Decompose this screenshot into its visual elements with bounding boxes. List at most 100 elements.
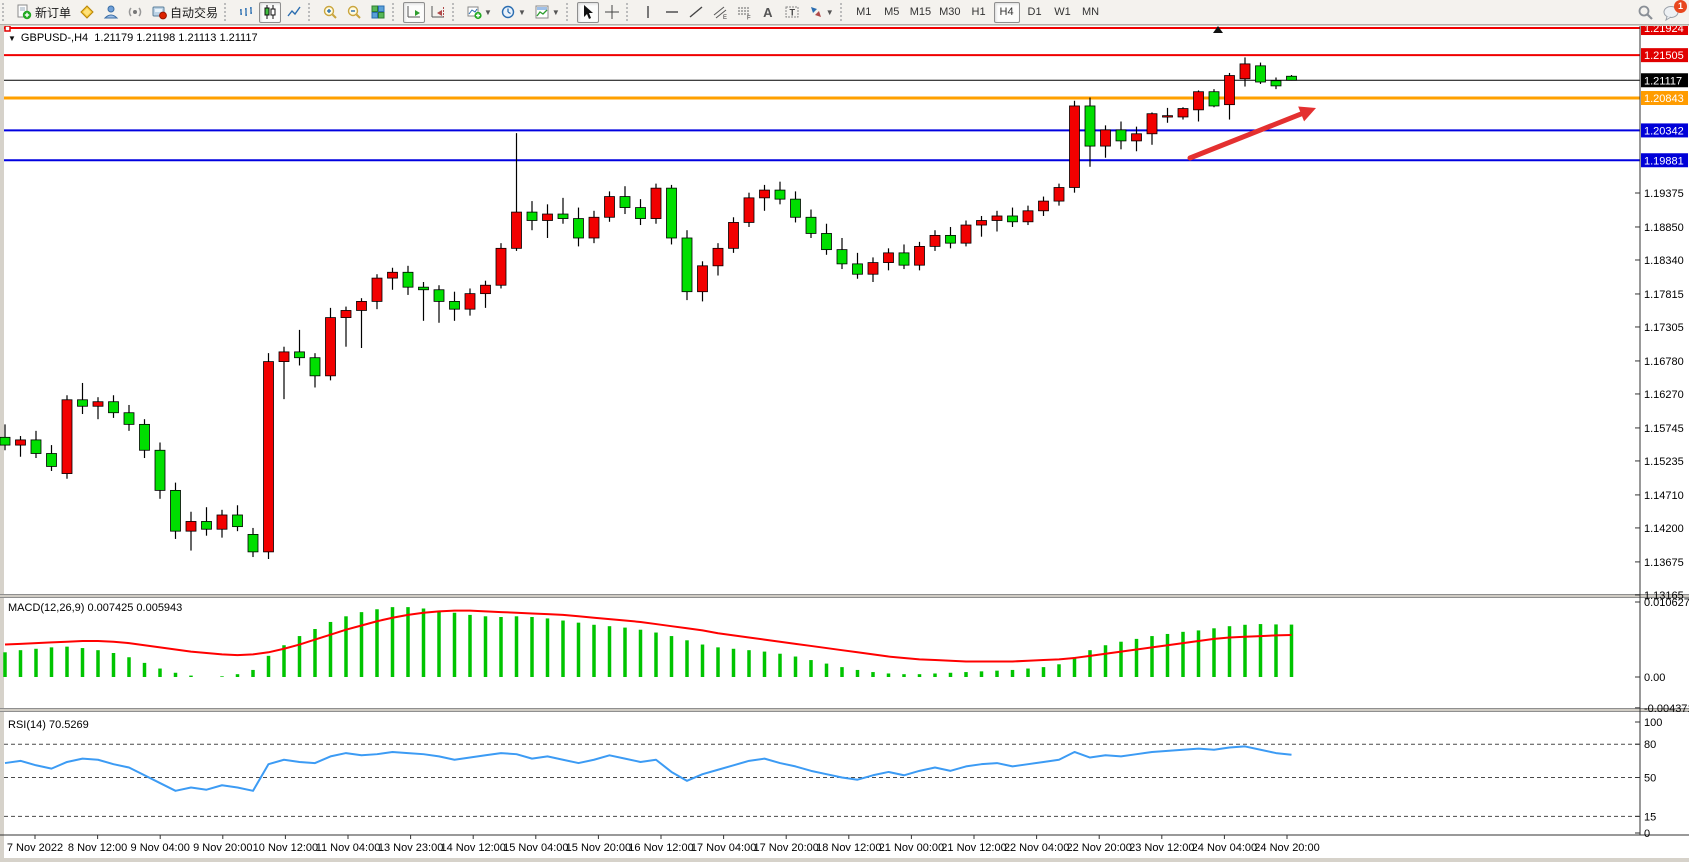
candle-body xyxy=(1131,133,1142,142)
chart-window[interactable]: 1.19375 1.18850 1.18340 1.17815 1.17305 1.167… xyxy=(0,26,1689,862)
time-axis-label: 24 Nov 20:00 xyxy=(1254,842,1319,854)
time-axis-label: 22 Nov 20:00 xyxy=(1066,842,1131,854)
candlestick-chart-button[interactable] xyxy=(259,1,282,23)
candle-body xyxy=(1177,108,1189,118)
candle-body xyxy=(46,453,57,467)
auto-trading-button[interactable]: 自动交易 xyxy=(148,2,221,23)
horizontal-line-tool-button[interactable] xyxy=(661,2,683,23)
person-icon xyxy=(103,4,119,20)
candle-body xyxy=(371,277,383,302)
line-chart-button[interactable] xyxy=(283,2,305,23)
candle-body xyxy=(340,310,352,318)
timeframe-h1-button[interactable]: H1 xyxy=(971,6,986,18)
text-label-tool-button[interactable]: T xyxy=(781,2,803,23)
candle-body xyxy=(976,220,987,226)
axes-layer: 1.19375 1.18850 1.18340 1.17815 1.17305 1.167… xyxy=(0,26,1689,854)
rsi-axis-tick: 0 xyxy=(1644,828,1650,840)
rsi-axis-tick: 15 xyxy=(1644,811,1656,823)
timeframe-mn-button[interactable]: MN xyxy=(1081,6,1100,18)
panel-separator[interactable] xyxy=(0,595,1689,598)
candle-body xyxy=(0,436,11,446)
timeframe-h4-button[interactable]: H4 xyxy=(993,1,1020,23)
chart-title-row: ▼ GBPUSD-,H4 1.21179 1.21198 1.21113 1.2… xyxy=(8,32,258,44)
svg-text:1.20342: 1.20342 xyxy=(1644,125,1684,137)
candle-body xyxy=(945,234,956,244)
candle-body xyxy=(232,514,243,528)
candle-body xyxy=(309,357,321,377)
time-axis-label: 18 Nov 12:00 xyxy=(816,842,881,854)
indicators-button[interactable]: ▼ xyxy=(463,2,495,23)
crosshair-tool-button[interactable] xyxy=(601,2,623,23)
periods-button[interactable]: ▼ xyxy=(497,2,529,23)
macd-signal-line xyxy=(4,609,1292,663)
price-axis-tick: 1.13675 xyxy=(1644,557,1684,569)
text-icon: A xyxy=(763,4,773,20)
notifications-button[interactable]: 1 xyxy=(1659,0,1687,23)
timeframe-m30-button[interactable]: M30 xyxy=(939,6,961,18)
time-axis-label: 21 Nov 00:00 xyxy=(879,842,944,854)
vertical-line-tool-button[interactable] xyxy=(637,2,659,23)
timeframe-m15-button[interactable]: M15 xyxy=(909,6,932,18)
horizontal-lines-layer[interactable] xyxy=(4,27,1640,162)
time-axis-label: 21 Nov 12:00 xyxy=(941,842,1006,854)
timeframe-d1-button[interactable]: D1 xyxy=(1027,6,1042,18)
timeframe-w1-button[interactable]: W1 xyxy=(1054,6,1071,18)
chart-shift-button[interactable] xyxy=(427,2,449,23)
signal-button[interactable] xyxy=(124,2,146,23)
chart-marker-icon xyxy=(1213,26,1223,33)
candle-body xyxy=(464,293,476,310)
auto-scroll-icon xyxy=(406,4,422,20)
templates-button[interactable]: ▼ xyxy=(531,2,563,23)
toolbar-grip xyxy=(308,3,314,21)
toolbar-grip xyxy=(452,3,458,21)
cursor-tool-button[interactable] xyxy=(576,1,599,23)
candle-body xyxy=(852,263,863,275)
search-button[interactable] xyxy=(1634,2,1657,23)
line-anchor-handle[interactable] xyxy=(4,26,11,32)
zoom-in-button[interactable] xyxy=(319,2,341,23)
arrows-tool-button[interactable]: ▼ xyxy=(805,2,837,23)
candle-body xyxy=(356,301,367,311)
toolbar-grip xyxy=(224,3,230,21)
template-icon xyxy=(534,4,550,20)
price-axis-tick: 1.18340 xyxy=(1644,255,1684,267)
bar-chart-button[interactable] xyxy=(235,2,257,23)
timeframe-m1-button[interactable]: M1 xyxy=(856,6,872,18)
candle-body xyxy=(216,514,228,530)
candle-body xyxy=(588,216,600,239)
bar-chart-icon xyxy=(238,4,254,20)
fibonacci-tool-button[interactable]: F xyxy=(733,2,755,23)
candle-body xyxy=(1038,200,1049,212)
zoom-out-button[interactable] xyxy=(343,2,365,23)
toolbar-grip xyxy=(839,3,846,21)
cursor-icon xyxy=(580,4,596,20)
candle-body xyxy=(1100,129,1111,147)
svg-text:T: T xyxy=(789,8,795,18)
trend-arrow[interactable] xyxy=(1187,106,1316,161)
macd-indicator-label: MACD(12,26,9) 0.007425 0.005943 xyxy=(8,602,183,614)
candle-body xyxy=(635,207,646,219)
candle-body xyxy=(929,234,941,247)
equidistant-channel-icon: E xyxy=(712,4,728,20)
horizontal-line-icon xyxy=(664,4,680,20)
profile-button[interactable] xyxy=(100,2,122,23)
trendline-tool-button[interactable] xyxy=(685,2,707,23)
price-axis-tick: 1.14710 xyxy=(1644,490,1684,502)
rsi-axis-tick: 50 xyxy=(1644,773,1656,785)
candle-body xyxy=(790,198,801,218)
chart-canvas[interactable]: 1.19375 1.18850 1.18340 1.17815 1.17305 1.167… xyxy=(0,26,1689,862)
auto-scroll-button[interactable] xyxy=(403,1,426,23)
text-tool-button[interactable]: A xyxy=(757,2,779,23)
time-axis-label: 13 Nov 23:00 xyxy=(378,842,443,854)
collapse-triangle-icon[interactable]: ▼ xyxy=(8,33,16,43)
candle-body xyxy=(1208,91,1220,107)
timeframe-m5-button[interactable]: M5 xyxy=(884,6,900,18)
new-order-button[interactable]: 新订单 xyxy=(13,2,74,23)
candle-body xyxy=(123,412,135,425)
tile-windows-button[interactable] xyxy=(367,2,389,23)
panel-separator[interactable] xyxy=(0,709,1689,712)
market-watch-button[interactable] xyxy=(76,2,98,23)
main-toolbar: 新订单 自动交易 xyxy=(0,0,1689,25)
channel-tool-button[interactable]: E xyxy=(709,2,731,23)
toolbar-grip xyxy=(565,3,572,21)
